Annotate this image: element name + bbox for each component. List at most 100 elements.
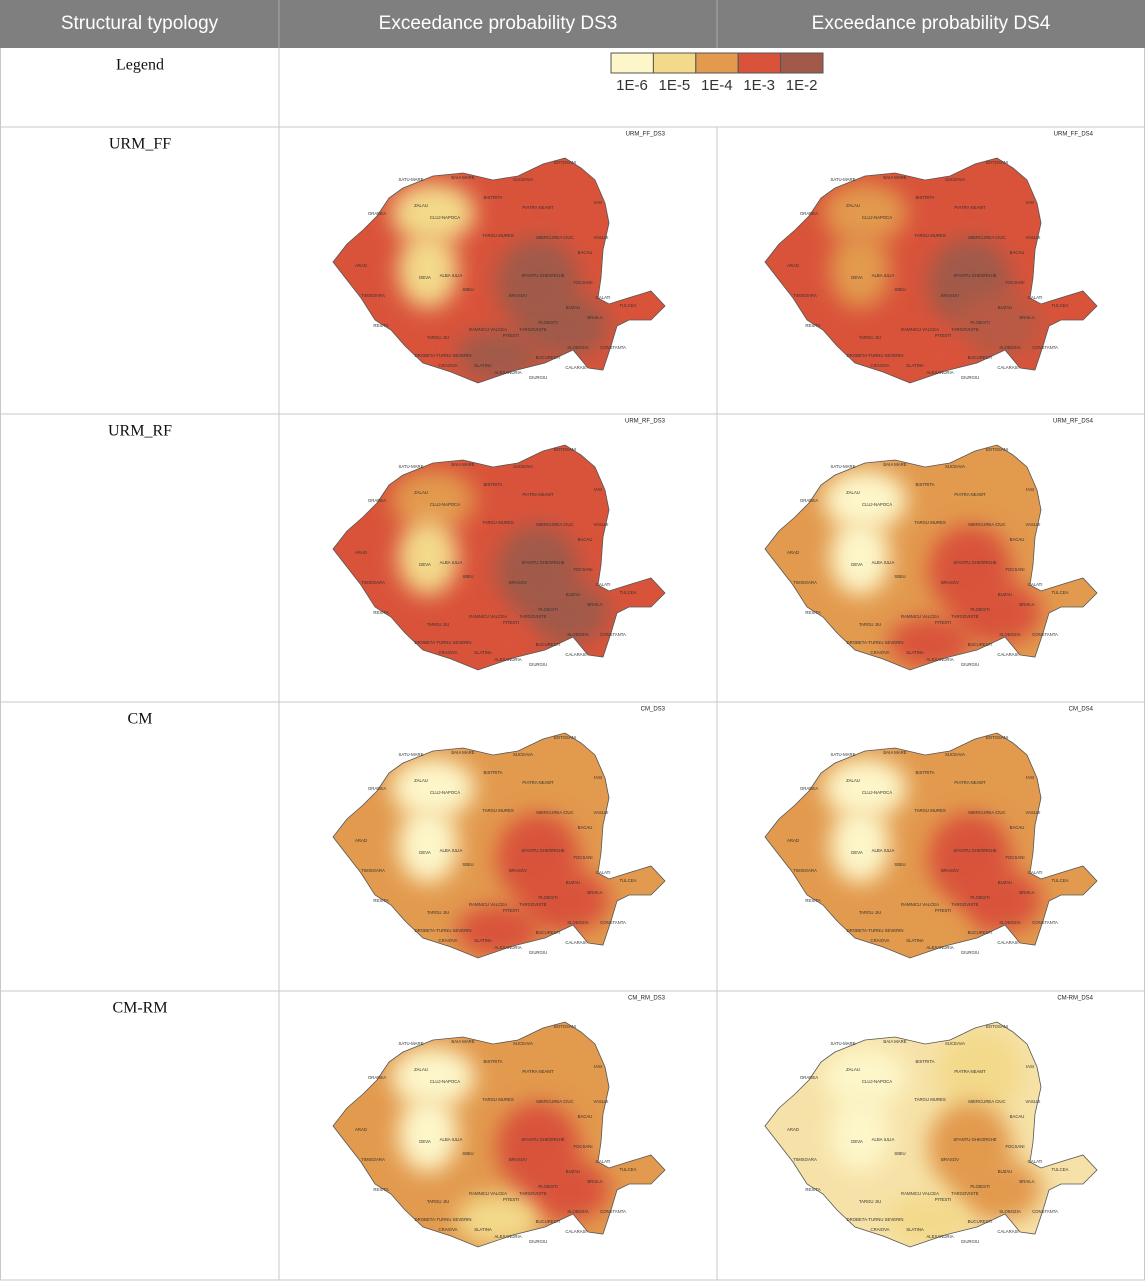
city-label: PLOIESTI bbox=[538, 607, 557, 612]
map-zone bbox=[952, 581, 1042, 645]
city-label: SFANTU GHEORGHE bbox=[521, 560, 564, 565]
city-label: MIERCUREA CIUC bbox=[968, 235, 1005, 240]
city-label: ZALAU bbox=[846, 203, 860, 208]
city-label: SFANTU GHEORGHE bbox=[953, 273, 996, 278]
city-label: VASLUI bbox=[1026, 235, 1041, 240]
city-label: TULCEA bbox=[620, 878, 637, 883]
city-label: SLATINA bbox=[474, 938, 492, 943]
city-label: FOCSANI bbox=[573, 855, 592, 860]
city-label: ALEXANDRIA bbox=[494, 945, 521, 950]
header-cell: Exceedance probability DS4 bbox=[812, 13, 1051, 34]
city-label: VASLUI bbox=[1026, 522, 1041, 527]
city-label: SLATINA bbox=[906, 363, 924, 368]
city-label: ARAD bbox=[787, 1127, 799, 1132]
city-label: PIATRA NEAMT bbox=[522, 1069, 554, 1074]
map-fill bbox=[333, 445, 665, 670]
city-label: ALEXANDRIA bbox=[494, 1234, 521, 1239]
city-label: TULCEA bbox=[1052, 1167, 1069, 1172]
city-label: TIMISOARA bbox=[793, 1157, 817, 1162]
city-label: PLOIESTI bbox=[970, 895, 989, 900]
city-label: PITESTI bbox=[503, 1197, 519, 1202]
map: SATU-MARE BAIA MARE BOTOSANI SUCEAVA ORADEA Z… bbox=[764, 157, 1098, 384]
city-label: BOTOSANI bbox=[986, 1024, 1008, 1029]
city-label: BAIA MARE bbox=[883, 175, 906, 180]
city-label: CLUJ-NAPOCA bbox=[862, 502, 892, 507]
city-label: VASLUI bbox=[594, 810, 609, 815]
map-zone bbox=[823, 1047, 907, 1107]
city-label: SIBIU bbox=[462, 287, 473, 292]
legend-swatch bbox=[610, 52, 654, 74]
city-label: SLATINA bbox=[906, 650, 924, 655]
map-fill bbox=[333, 733, 665, 958]
city-label: BUZAU bbox=[566, 592, 581, 597]
map-title: CM_RM_DS3 bbox=[628, 996, 666, 1002]
city-label: MIERCUREA CIUC bbox=[536, 810, 573, 815]
city-label: CALARASI bbox=[997, 940, 1018, 945]
city-label: PIATRA NEAMT bbox=[954, 780, 986, 785]
city-label: BISTRITA bbox=[915, 195, 934, 200]
city-label: BUZAU bbox=[566, 1169, 581, 1174]
map-fill bbox=[765, 158, 1097, 383]
city-label: ZALAU bbox=[414, 490, 428, 495]
city-label: BOTOSANI bbox=[554, 160, 576, 165]
city-label: RAMNICU VALCEA bbox=[901, 1191, 939, 1196]
city-label: SIBIU bbox=[894, 862, 905, 867]
city-label: SUCEAVA bbox=[945, 464, 965, 469]
map-zone bbox=[520, 294, 610, 358]
city-label: TARGU MURES bbox=[482, 233, 514, 238]
city-label: TULCEA bbox=[620, 590, 637, 595]
city-label: CALARASI bbox=[565, 365, 586, 370]
city-label: TULCEA bbox=[620, 303, 637, 308]
city-label: DROBETA-TURNU SEVERIN bbox=[415, 928, 472, 933]
map-fill bbox=[765, 445, 1097, 670]
city-label: ZALAU bbox=[414, 778, 428, 783]
map-zone bbox=[398, 1096, 458, 1172]
map-zone bbox=[520, 581, 610, 645]
city-label: IASI bbox=[594, 775, 602, 780]
city-label: DEVA bbox=[419, 562, 431, 567]
city-label: CONSTANTA bbox=[600, 920, 626, 925]
city-label: GALATI bbox=[596, 582, 611, 587]
city-label: TARGU MURES bbox=[914, 808, 946, 813]
city-label: TARGOVISTE bbox=[519, 1191, 547, 1196]
city-label: SLATINA bbox=[906, 938, 924, 943]
city-label: MIERCUREA CIUC bbox=[968, 1099, 1005, 1104]
city-label: BACAU bbox=[1010, 825, 1025, 830]
city-label: CONSTANTA bbox=[1032, 345, 1058, 350]
city-label: GALATI bbox=[1028, 870, 1043, 875]
map-fill bbox=[765, 1022, 1097, 1247]
city-label: BAIA MARE bbox=[451, 750, 474, 755]
city-label: BUZAU bbox=[998, 592, 1013, 597]
city-label: DROBETA-TURNU SEVERIN bbox=[415, 640, 472, 645]
city-label: BISTRITA bbox=[483, 770, 502, 775]
header-cell: Structural typology bbox=[61, 13, 219, 34]
city-label: TARGOVISTE bbox=[951, 327, 979, 332]
city-label: PITESTI bbox=[935, 1197, 951, 1202]
city-label: BACAU bbox=[578, 250, 593, 255]
city-label: DEVA bbox=[851, 562, 863, 567]
city-label: PIATRA NEAMT bbox=[522, 492, 554, 497]
city-label: RAMNICU VALCEA bbox=[469, 902, 507, 907]
city-label: IASI bbox=[594, 487, 602, 492]
city-label: SIBIU bbox=[462, 862, 473, 867]
map-zone bbox=[398, 807, 458, 883]
city-label: TARGOVISTE bbox=[951, 614, 979, 619]
city-label: GIURGIU bbox=[961, 662, 979, 667]
city-label: FOCSANI bbox=[1005, 567, 1024, 572]
city-label: BAIA MARE bbox=[883, 750, 906, 755]
city-label: ZALAU bbox=[414, 203, 428, 208]
city-label: SLOBOZIA bbox=[999, 345, 1021, 350]
city-label: BAIA MARE bbox=[451, 1039, 474, 1044]
city-label: BAIA MARE bbox=[451, 175, 474, 180]
city-label: SUCEAVA bbox=[513, 464, 533, 469]
city-label: FOCSANI bbox=[1005, 280, 1024, 285]
city-label: SFANTU GHEORGHE bbox=[953, 848, 996, 853]
city-label: ARAD bbox=[787, 838, 799, 843]
city-label: ZALAU bbox=[846, 1067, 860, 1072]
city-label: TIMISOARA bbox=[361, 1157, 385, 1162]
city-label: CONSTANTA bbox=[1032, 1209, 1058, 1214]
city-label: SATU-MARE bbox=[831, 177, 856, 182]
city-label: SATU-MARE bbox=[831, 1041, 856, 1046]
map-zone bbox=[456, 1194, 540, 1246]
city-label: BAIA MARE bbox=[883, 462, 906, 467]
